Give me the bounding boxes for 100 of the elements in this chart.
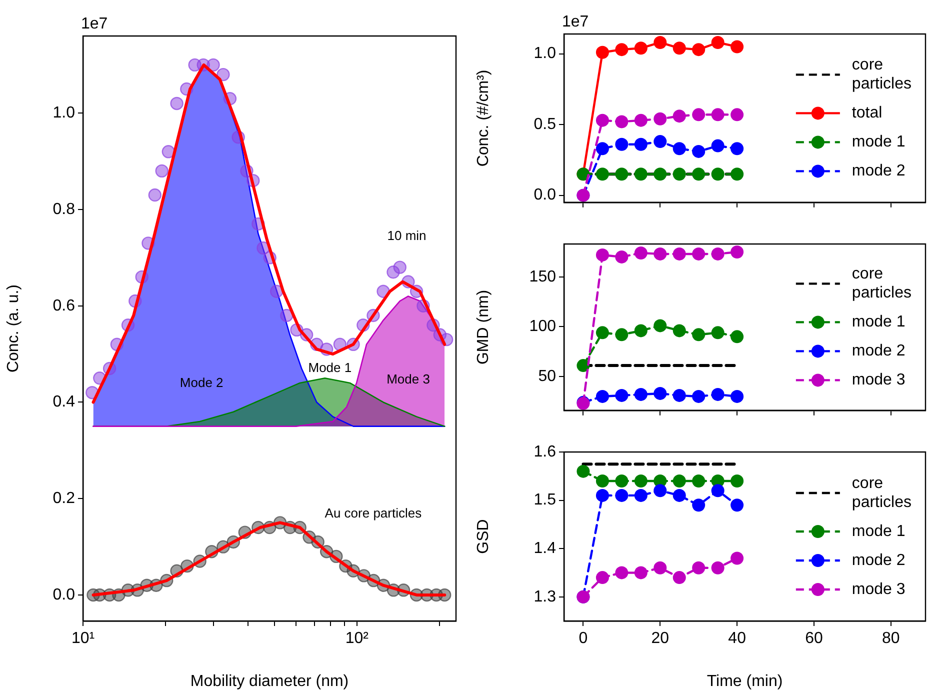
text: 1e7 xyxy=(562,13,589,30)
legend-label: mode 2 xyxy=(852,162,906,180)
y-tick-label: 1.4 xyxy=(534,540,556,557)
text: 1e7 xyxy=(81,15,108,32)
x-tick-label: 10² xyxy=(345,630,370,648)
point xyxy=(634,474,648,488)
point xyxy=(672,42,686,55)
point xyxy=(634,324,648,338)
y-axis-title: Conc. (#/cm³) xyxy=(475,70,492,167)
point xyxy=(672,110,686,123)
legend-label: core particles xyxy=(852,266,912,302)
x-tick-label: 40 xyxy=(728,630,746,648)
point xyxy=(634,42,648,55)
point xyxy=(672,142,686,156)
point xyxy=(596,114,609,127)
point xyxy=(654,561,667,574)
point xyxy=(692,168,706,181)
y-tick-label: 0.5 xyxy=(534,116,556,133)
point xyxy=(615,115,628,128)
point xyxy=(711,388,724,401)
point xyxy=(672,474,686,488)
point xyxy=(692,43,706,56)
point xyxy=(654,168,667,181)
legend-label: mode 2 xyxy=(852,552,906,569)
x-axis-title: Time (min) xyxy=(706,672,783,690)
point xyxy=(711,484,724,498)
y-axis-title: Conc. (a. u.) xyxy=(5,284,22,373)
point xyxy=(615,250,628,264)
annotation: Mode 2 xyxy=(180,375,224,390)
y-axis-title: GMD (nm) xyxy=(475,290,492,365)
point xyxy=(730,330,744,344)
point xyxy=(576,359,590,372)
point xyxy=(596,488,609,502)
point xyxy=(730,474,744,488)
legend-label: mode 1 xyxy=(852,522,906,540)
point xyxy=(615,43,628,56)
point xyxy=(711,247,724,260)
point xyxy=(711,168,724,181)
point xyxy=(672,388,686,402)
legend-label: mode 1 xyxy=(852,314,906,331)
point xyxy=(596,168,609,181)
point xyxy=(692,561,706,574)
x-tick-label: 0 xyxy=(578,630,588,648)
y-tick-label: 1.6 xyxy=(534,443,556,460)
point xyxy=(730,498,744,512)
point xyxy=(654,319,667,332)
point xyxy=(615,328,628,342)
point xyxy=(615,138,628,151)
y-tick-label: 0.0 xyxy=(52,586,76,604)
point xyxy=(634,488,648,502)
y-tick-label: 1.3 xyxy=(534,588,556,606)
point xyxy=(730,552,744,565)
point xyxy=(711,139,724,152)
point xyxy=(634,246,648,260)
y-tick-label: 0.6 xyxy=(52,297,76,314)
point xyxy=(711,36,724,49)
point xyxy=(596,46,609,59)
legend-label: core particles xyxy=(852,56,912,93)
x-tick-label: 80 xyxy=(882,630,900,648)
point xyxy=(711,108,724,122)
point xyxy=(634,114,648,127)
point xyxy=(730,40,744,54)
point xyxy=(730,390,744,403)
point xyxy=(672,324,686,338)
point xyxy=(711,326,724,340)
point xyxy=(596,142,609,156)
annotation: Mode 3 xyxy=(386,372,430,387)
point xyxy=(634,566,648,580)
point xyxy=(654,112,667,126)
point xyxy=(692,328,706,342)
point xyxy=(654,484,667,498)
legend-label: total xyxy=(852,104,882,122)
point xyxy=(596,390,609,403)
point xyxy=(730,245,744,258)
point xyxy=(596,474,609,488)
legend-label: mode 2 xyxy=(852,342,906,360)
point xyxy=(711,561,724,574)
point xyxy=(615,566,628,580)
y-tick-label: 50 xyxy=(538,368,556,385)
point xyxy=(730,108,744,122)
point xyxy=(576,464,590,478)
x-tick-label: 20 xyxy=(651,630,670,648)
point xyxy=(692,144,706,158)
point xyxy=(615,474,628,488)
point xyxy=(692,247,706,260)
y-tick-label: 0.2 xyxy=(52,490,76,508)
point xyxy=(615,388,628,402)
y-tick-label: 0.4 xyxy=(52,394,76,411)
point xyxy=(672,571,686,584)
x-axis-title: Mobility diameter (nm) xyxy=(190,672,349,690)
point xyxy=(692,498,706,512)
y-tick-label: 0.8 xyxy=(52,200,76,218)
legend-label: mode 1 xyxy=(852,134,906,151)
point xyxy=(596,248,609,262)
annotation: 10 min xyxy=(387,228,426,244)
x-tick-label: 60 xyxy=(805,630,823,648)
y-tick-label: 100 xyxy=(529,318,556,336)
point xyxy=(672,247,686,260)
legend-label: core particles xyxy=(852,474,912,511)
point xyxy=(654,386,667,400)
